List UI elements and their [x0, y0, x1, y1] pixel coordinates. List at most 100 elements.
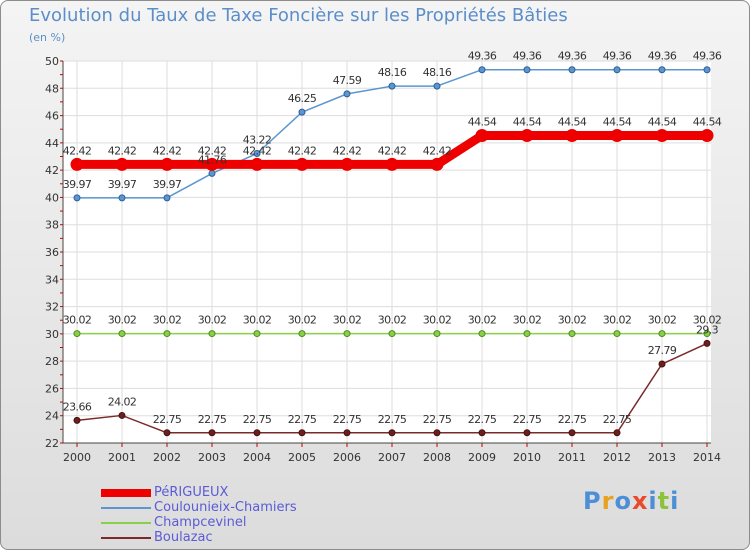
data-label-champcevinel: 30.02	[108, 314, 137, 327]
data-label-boulazac: 22.75	[603, 413, 632, 426]
y-tick-label: 46	[45, 110, 59, 123]
data-point-p-rigueux	[160, 157, 174, 171]
data-point-coulounieix-chamiers	[73, 194, 81, 202]
data-point-coulounieix-chamiers	[208, 169, 216, 177]
data-point-boulazac	[73, 416, 81, 424]
x-tick-label: 2001	[108, 451, 136, 464]
data-label-champcevinel: 30.02	[288, 314, 317, 327]
data-point-boulazac	[253, 429, 261, 437]
data-point-boulazac	[613, 429, 621, 437]
data-label-coulounieix-chamiers: 49.36	[468, 50, 497, 63]
data-label-p-rigueux: 44.54	[468, 115, 497, 128]
data-label-boulazac: 22.75	[423, 413, 452, 426]
y-tick-label: 34	[45, 273, 59, 286]
data-label-p-rigueux: 44.54	[693, 115, 722, 128]
data-label-champcevinel: 30.02	[378, 314, 407, 327]
data-label-boulazac: 22.75	[558, 413, 587, 426]
data-label-boulazac: 22.75	[288, 413, 317, 426]
data-point-p-rigueux	[520, 128, 534, 142]
y-tick-label: 28	[45, 355, 59, 368]
y-tick-label: 22	[45, 437, 59, 450]
data-label-boulazac: 22.75	[198, 413, 227, 426]
data-label-coulounieix-chamiers: 48.16	[378, 66, 407, 79]
series-lines	[70, 66, 714, 437]
data-point-p-rigueux	[205, 157, 219, 171]
data-point-p-rigueux	[430, 157, 444, 171]
data-label-coulounieix-chamiers: 49.36	[513, 50, 542, 63]
data-label-boulazac: 22.75	[333, 413, 362, 426]
data-label-boulazac: 22.75	[468, 413, 497, 426]
data-point-champcevinel	[298, 330, 306, 338]
logo-letter: x	[631, 487, 649, 515]
data-point-coulounieix-chamiers	[568, 66, 576, 74]
data-point-coulounieix-chamiers	[433, 82, 441, 90]
data-label-coulounieix-chamiers: 47.59	[333, 74, 362, 87]
data-label-boulazac: 22.75	[153, 413, 182, 426]
data-point-p-rigueux	[340, 157, 354, 171]
x-tick-label: 2000	[63, 451, 91, 464]
data-label-coulounieix-chamiers: 49.36	[693, 50, 722, 63]
data-point-p-rigueux	[700, 128, 714, 142]
data-point-boulazac	[118, 411, 126, 419]
data-point-coulounieix-chamiers	[163, 194, 171, 202]
legend-swatch	[101, 522, 151, 524]
x-tick-label: 2008	[423, 451, 451, 464]
chart-title: Evolution du Taux de Taxe Foncière sur l…	[29, 5, 568, 26]
data-point-boulazac	[523, 429, 531, 437]
data-point-champcevinel	[433, 330, 441, 338]
y-tick-label: 32	[45, 301, 59, 314]
data-point-champcevinel	[388, 330, 396, 338]
y-tick-label: 38	[45, 219, 59, 232]
y-tick-label: 30	[45, 328, 59, 341]
data-label-coulounieix-chamiers: 49.36	[648, 50, 677, 63]
data-point-coulounieix-chamiers	[478, 66, 486, 74]
x-tick-label: 2004	[243, 451, 271, 464]
x-tick-label: 2014	[693, 451, 721, 464]
data-label-p-rigueux: 42.42	[243, 144, 272, 157]
data-point-p-rigueux	[475, 128, 489, 142]
data-label-p-rigueux: 42.42	[153, 144, 182, 157]
data-point-boulazac	[343, 429, 351, 437]
x-tick-label: 2007	[378, 451, 406, 464]
legend-swatch	[101, 489, 151, 497]
data-label-p-rigueux: 42.42	[333, 144, 362, 157]
y-tick-label: 42	[45, 164, 59, 177]
data-point-coulounieix-chamiers	[703, 66, 711, 74]
data-label-boulazac: 29.3	[696, 323, 719, 336]
data-label-champcevinel: 30.02	[468, 314, 497, 327]
x-tick-label: 2010	[513, 451, 541, 464]
legend-label: Boulazac	[154, 530, 213, 545]
data-point-champcevinel	[343, 330, 351, 338]
data-label-champcevinel: 30.02	[693, 314, 722, 327]
data-point-coulounieix-chamiers	[298, 108, 306, 116]
data-point-p-rigueux	[295, 157, 309, 171]
data-point-champcevinel	[118, 330, 126, 338]
data-label-p-rigueux: 42.42	[288, 144, 317, 157]
data-point-coulounieix-chamiers	[658, 66, 666, 74]
legend-label: Coulounieix-Chamiers	[154, 500, 297, 515]
data-label-p-rigueux: 44.54	[513, 115, 542, 128]
logo-letter: i	[670, 487, 680, 515]
data-label-coulounieix-chamiers: 43.22	[243, 133, 272, 146]
data-label-champcevinel: 30.02	[648, 314, 677, 327]
data-point-champcevinel	[253, 330, 261, 338]
data-point-champcevinel	[568, 330, 576, 338]
logo-letter: P	[583, 487, 602, 515]
data-label-boulazac: 27.79	[648, 344, 677, 357]
x-tick-label: 2002	[153, 451, 181, 464]
y-tick-label: 24	[45, 410, 59, 423]
legend-label: PéRIGUEUX	[154, 485, 229, 500]
data-point-boulazac	[658, 360, 666, 368]
data-point-boulazac	[568, 429, 576, 437]
logo-letter: o	[614, 487, 632, 515]
data-label-champcevinel: 30.02	[423, 314, 452, 327]
data-label-champcevinel: 30.02	[558, 314, 587, 327]
x-tick-label: 2006	[333, 451, 361, 464]
data-label-coulounieix-chamiers: 39.97	[108, 178, 137, 191]
data-point-champcevinel	[163, 330, 171, 338]
proxiti-logo: Proxiti	[583, 487, 679, 515]
data-point-champcevinel	[523, 330, 531, 338]
data-label-champcevinel: 30.02	[63, 314, 92, 327]
data-label-champcevinel: 30.02	[153, 314, 182, 327]
